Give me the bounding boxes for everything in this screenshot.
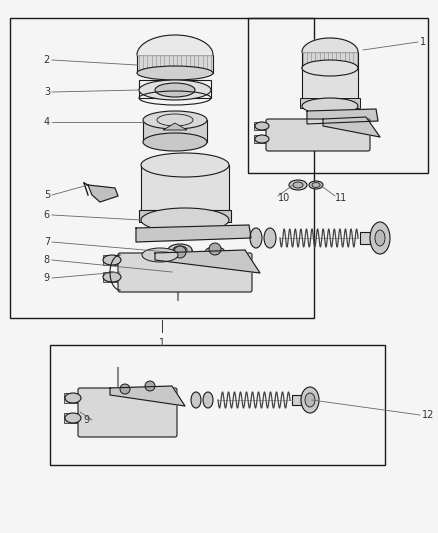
Polygon shape — [323, 117, 380, 137]
Ellipse shape — [65, 413, 81, 423]
Text: 5: 5 — [44, 190, 50, 200]
Ellipse shape — [203, 392, 213, 408]
Text: 8: 8 — [44, 255, 50, 265]
Ellipse shape — [293, 182, 303, 188]
Bar — [168, 250, 192, 258]
Bar — [103, 255, 121, 265]
Ellipse shape — [173, 246, 187, 254]
Bar — [248, 18, 428, 173]
Ellipse shape — [103, 255, 121, 265]
Ellipse shape — [289, 180, 307, 190]
Ellipse shape — [143, 133, 207, 151]
Ellipse shape — [141, 208, 229, 232]
Text: 9: 9 — [84, 415, 90, 425]
Bar — [302, 68, 358, 106]
Ellipse shape — [141, 153, 229, 177]
Bar — [139, 80, 211, 98]
Polygon shape — [110, 386, 185, 406]
Bar — [137, 55, 213, 73]
Text: 11: 11 — [335, 193, 347, 203]
Ellipse shape — [375, 230, 385, 246]
Ellipse shape — [143, 111, 207, 129]
Text: 9: 9 — [44, 273, 50, 283]
Ellipse shape — [145, 381, 155, 391]
Ellipse shape — [168, 253, 192, 263]
Bar — [292, 395, 301, 405]
Text: 1: 1 — [159, 338, 165, 348]
FancyBboxPatch shape — [118, 253, 252, 292]
Ellipse shape — [137, 66, 213, 80]
Polygon shape — [163, 123, 187, 130]
Polygon shape — [307, 109, 378, 124]
FancyBboxPatch shape — [78, 388, 177, 437]
Bar — [360, 232, 370, 244]
Ellipse shape — [250, 228, 262, 248]
Text: 1: 1 — [420, 37, 426, 47]
Polygon shape — [136, 225, 251, 242]
Polygon shape — [302, 38, 358, 52]
Bar — [254, 135, 268, 143]
Ellipse shape — [255, 135, 269, 143]
Polygon shape — [155, 250, 260, 273]
Text: 7: 7 — [44, 237, 50, 247]
Bar — [10, 18, 314, 318]
Bar — [143, 120, 207, 142]
Bar — [50, 345, 385, 465]
Bar — [103, 272, 121, 282]
Bar — [64, 393, 80, 403]
Ellipse shape — [370, 222, 390, 254]
Text: 3: 3 — [44, 87, 50, 97]
Ellipse shape — [174, 246, 186, 258]
Ellipse shape — [65, 393, 81, 403]
Ellipse shape — [302, 62, 358, 74]
Ellipse shape — [302, 60, 358, 76]
Bar — [302, 52, 358, 68]
Ellipse shape — [155, 83, 195, 97]
Ellipse shape — [301, 387, 319, 413]
Ellipse shape — [191, 392, 201, 408]
Ellipse shape — [205, 247, 225, 257]
Text: 10: 10 — [278, 193, 290, 203]
Bar — [139, 210, 231, 222]
Text: 4: 4 — [44, 117, 50, 127]
Text: 2: 2 — [44, 55, 50, 65]
Ellipse shape — [302, 98, 358, 114]
Bar — [141, 165, 229, 220]
Ellipse shape — [255, 122, 269, 130]
Ellipse shape — [168, 244, 192, 256]
Bar — [64, 413, 80, 423]
Bar — [254, 122, 268, 130]
Ellipse shape — [305, 393, 315, 407]
Ellipse shape — [139, 80, 211, 100]
Ellipse shape — [209, 249, 221, 255]
Text: 12: 12 — [422, 410, 434, 420]
Ellipse shape — [103, 272, 121, 282]
Ellipse shape — [312, 182, 320, 188]
Ellipse shape — [264, 228, 276, 248]
Ellipse shape — [120, 384, 130, 394]
Ellipse shape — [309, 181, 323, 189]
Polygon shape — [88, 185, 118, 202]
Polygon shape — [137, 35, 213, 55]
Text: 6: 6 — [44, 210, 50, 220]
Ellipse shape — [209, 243, 221, 255]
FancyBboxPatch shape — [266, 119, 370, 151]
Ellipse shape — [142, 248, 178, 262]
Bar — [300, 98, 360, 108]
